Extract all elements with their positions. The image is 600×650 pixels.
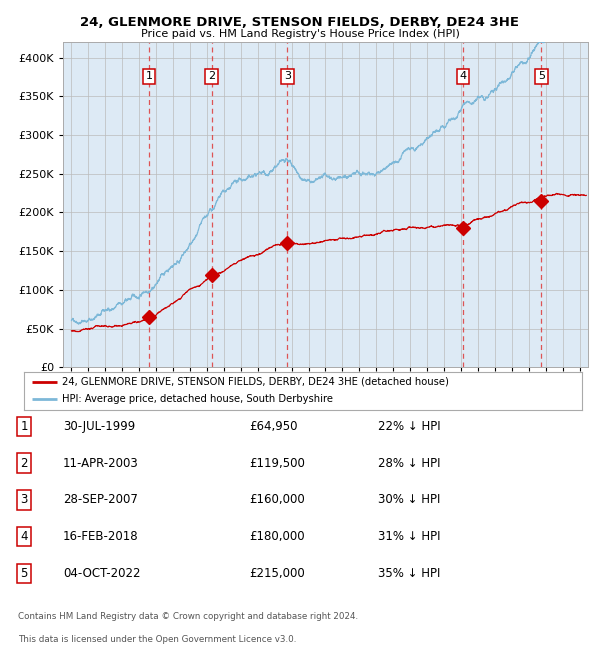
Text: 22% ↓ HPI: 22% ↓ HPI [378,420,440,433]
Text: 3: 3 [20,493,28,506]
Text: 35% ↓ HPI: 35% ↓ HPI [378,567,440,580]
Text: 30-JUL-1999: 30-JUL-1999 [63,420,135,433]
Text: 5: 5 [20,567,28,580]
Text: 16-FEB-2018: 16-FEB-2018 [63,530,139,543]
Text: 1: 1 [20,420,28,433]
Text: £215,000: £215,000 [249,567,305,580]
Text: 31% ↓ HPI: 31% ↓ HPI [378,530,440,543]
Text: 3: 3 [284,72,291,81]
Text: HPI: Average price, detached house, South Derbyshire: HPI: Average price, detached house, Sout… [62,395,333,404]
Text: 28-SEP-2007: 28-SEP-2007 [63,493,138,506]
Text: 4: 4 [460,72,467,81]
Text: 1: 1 [145,72,152,81]
Text: £160,000: £160,000 [249,493,305,506]
Text: 24, GLENMORE DRIVE, STENSON FIELDS, DERBY, DE24 3HE: 24, GLENMORE DRIVE, STENSON FIELDS, DERB… [80,16,520,29]
Text: 2: 2 [20,457,28,470]
Text: This data is licensed under the Open Government Licence v3.0.: This data is licensed under the Open Gov… [18,634,296,644]
Text: 2: 2 [208,72,215,81]
Text: Contains HM Land Registry data © Crown copyright and database right 2024.: Contains HM Land Registry data © Crown c… [18,612,358,621]
Text: 5: 5 [538,72,545,81]
Text: 30% ↓ HPI: 30% ↓ HPI [378,493,440,506]
Text: £180,000: £180,000 [249,530,305,543]
Text: Price paid vs. HM Land Registry's House Price Index (HPI): Price paid vs. HM Land Registry's House … [140,29,460,38]
Text: 28% ↓ HPI: 28% ↓ HPI [378,457,440,470]
Text: 11-APR-2003: 11-APR-2003 [63,457,139,470]
Text: 24, GLENMORE DRIVE, STENSON FIELDS, DERBY, DE24 3HE (detached house): 24, GLENMORE DRIVE, STENSON FIELDS, DERB… [62,377,449,387]
Text: £64,950: £64,950 [249,420,298,433]
Text: 4: 4 [20,530,28,543]
Text: £119,500: £119,500 [249,457,305,470]
Text: 04-OCT-2022: 04-OCT-2022 [63,567,140,580]
